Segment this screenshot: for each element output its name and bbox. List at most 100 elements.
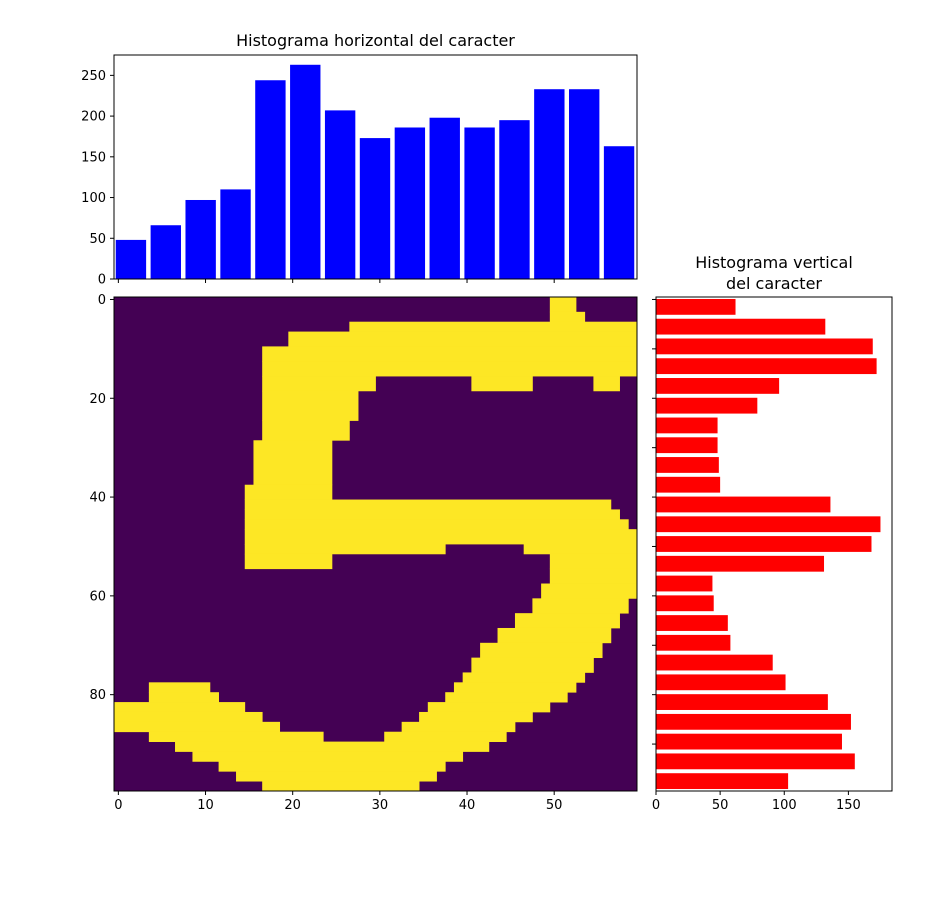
x-tick-label: 0 [652, 798, 660, 813]
stroke-segment [218, 761, 446, 772]
stroke-segment [349, 321, 638, 332]
vertical-histogram-bar [656, 753, 855, 770]
stroke-segment [114, 721, 281, 733]
stroke-segment [253, 440, 333, 486]
horizontal-histogram-panel: Histograma horizontal del caracter 0 50 10… [81, 31, 638, 288]
stroke-segment [401, 721, 516, 733]
stroke-segment [288, 331, 638, 347]
stroke-segment [244, 553, 333, 570]
image-frame [113, 296, 638, 792]
vertical-histogram-frame [655, 296, 893, 792]
vertical-histogram-title-line-2: del caracter [726, 274, 822, 293]
vertical-histogram-bar [656, 496, 831, 513]
stroke-segment [532, 598, 629, 614]
horizontal-histogram-bar [534, 89, 565, 279]
vertical-histogram-bar [656, 437, 718, 454]
x-tick-label: 40 [459, 798, 476, 813]
horizontal-histogram-bar [569, 89, 600, 279]
y-tick-label: 50 [89, 232, 106, 247]
x-tick-label: 100 [772, 798, 797, 813]
horizontal-histogram-bar [394, 127, 426, 280]
vertical-histogram-y-ticks [652, 298, 656, 745]
image-x-ticks: 0 10 20 30 40 50 [114, 791, 562, 813]
horizontal-histogram-x-ticks [117, 279, 555, 283]
vertical-histogram-bar [656, 516, 881, 533]
horizontal-histogram-bar [185, 199, 216, 279]
y-tick-label: 20 [89, 392, 106, 407]
stroke-segment [514, 613, 620, 629]
y-tick-label: 0 [98, 293, 106, 308]
stroke-segment [419, 711, 533, 723]
stroke-segment [262, 376, 376, 392]
x-tick-label: 10 [197, 798, 214, 813]
horizontal-histogram-bar [429, 117, 460, 279]
vertical-histogram-bar [656, 476, 721, 493]
vertical-histogram-x-ticks: 0 50 100 150 [652, 791, 861, 813]
stroke-segment [549, 553, 638, 570]
stroke-segment [453, 682, 577, 693]
vertical-histogram-bar [656, 674, 786, 691]
vertical-histogram-bar [656, 595, 714, 612]
stroke-segment [427, 702, 551, 713]
vertical-histogram-title-line-1: Histograma vertical [695, 253, 853, 272]
stroke-segment [549, 311, 586, 323]
horizontal-histogram-bars [115, 64, 635, 280]
stroke-segment [593, 376, 620, 392]
stroke-segment [148, 682, 211, 693]
horizontal-histogram-bar [255, 80, 286, 279]
vertical-histogram-bar [656, 694, 828, 710]
character-image-panel: 0 10 20 30 40 50 0 20 40 60 80 [89, 293, 638, 813]
x-tick-label: 30 [372, 798, 389, 813]
stroke-segment [244, 484, 333, 500]
stroke-segment [523, 544, 638, 555]
horizontal-histogram-y-ticks: 0 50 100 150 200 250 [81, 69, 114, 288]
vertical-histogram-bars [656, 298, 881, 790]
stroke-segment [549, 568, 638, 584]
vertical-histogram-bar [656, 773, 789, 790]
stroke-segment [244, 509, 620, 520]
vertical-histogram-bar [656, 358, 877, 375]
stroke-segment [262, 361, 638, 377]
horizontal-histogram-bar [324, 110, 356, 279]
stroke-segment [236, 771, 437, 782]
stroke-segment [541, 583, 638, 599]
y-tick-label: 250 [81, 69, 106, 84]
vertical-histogram-bar [656, 318, 826, 335]
vertical-histogram-bar [656, 733, 842, 750]
vertical-histogram-panel: Histograma vertical del caracter 0 50 100 1… [652, 253, 893, 813]
vertical-histogram-bar [656, 397, 758, 414]
vertical-histogram-bar [656, 713, 851, 730]
horizontal-histogram-bar [359, 138, 391, 279]
horizontal-histogram-bar [499, 120, 530, 279]
vertical-histogram-bar [656, 634, 731, 651]
stroke-segment [471, 376, 533, 392]
stroke-segment [114, 702, 246, 713]
vertical-histogram-bar [656, 536, 872, 552]
stroke-segment [262, 390, 359, 421]
x-tick-label: 20 [284, 798, 301, 813]
horizontal-histogram-title: Histograma horizontal del caracter [236, 31, 515, 50]
vertical-histogram-bar [656, 298, 736, 315]
stroke-segment [192, 751, 464, 762]
horizontal-histogram-bar [150, 225, 181, 279]
vertical-histogram-bar [656, 615, 728, 631]
y-tick-label: 60 [89, 589, 106, 604]
y-tick-label: 200 [81, 110, 106, 125]
stroke-segment [244, 519, 629, 530]
stroke-segment [148, 692, 219, 703]
vertical-histogram-bar [656, 654, 773, 671]
image-y-ticks: 0 20 40 60 80 [89, 293, 114, 703]
stroke-segment [462, 672, 586, 683]
stroke-segment [384, 731, 507, 742]
x-tick-label: 50 [546, 798, 563, 813]
stroke-segment [497, 627, 612, 644]
character-stroke [114, 297, 638, 792]
y-tick-label: 40 [89, 491, 106, 506]
stroke-segment [471, 657, 594, 673]
vertical-histogram-bar [656, 338, 873, 355]
vertical-histogram-bar [656, 457, 719, 473]
stroke-segment [445, 692, 568, 703]
x-tick-label: 0 [114, 798, 122, 813]
stroke-segment [262, 346, 638, 362]
